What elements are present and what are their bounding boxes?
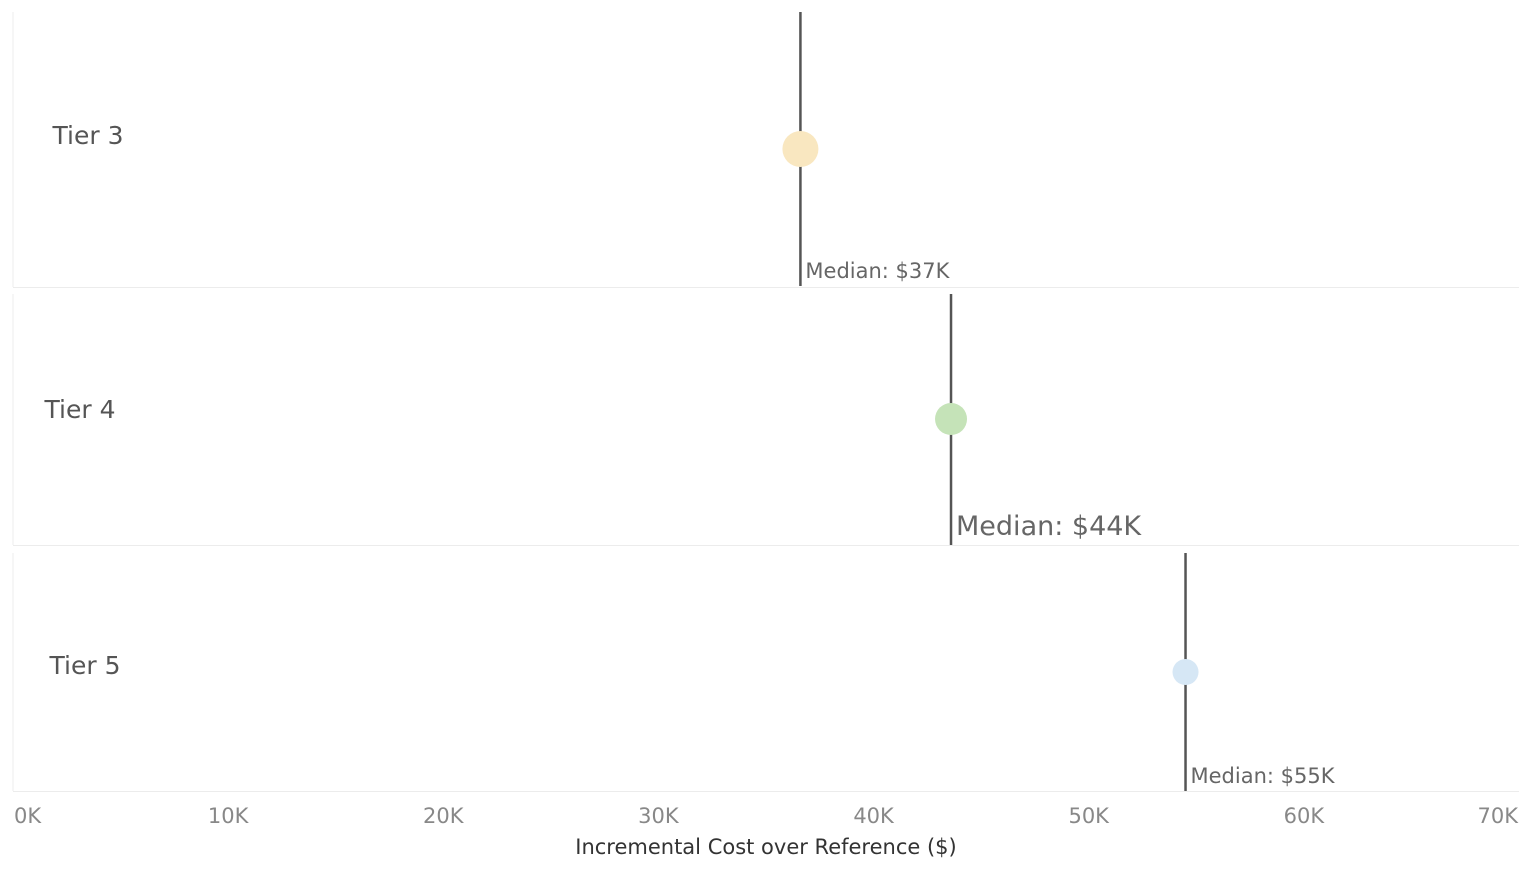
x-tick-label: 60K <box>1284 804 1326 828</box>
median-label: Median: $44K <box>956 511 1142 542</box>
x-tick-label: 30K <box>638 804 680 828</box>
row-labels: Tier 3 Tier 4 Tier 5 <box>44 121 124 680</box>
x-tick-label: 0K <box>14 804 42 828</box>
data-point[interactable] <box>935 403 968 435</box>
x-tick-label: 10K <box>208 804 250 828</box>
row-panels <box>12 12 1519 792</box>
row-label: Tier 5 <box>49 651 121 680</box>
median-lines: Median: $37K Median: $44K Median: $55K <box>799 12 1336 791</box>
median-label: Median: $37K <box>805 259 950 283</box>
x-tick-label: 70K <box>1478 804 1520 828</box>
row-label: Tier 3 <box>52 121 124 150</box>
median-label: Median: $55K <box>1191 764 1336 788</box>
x-tick-label: 50K <box>1068 804 1110 828</box>
x-tick-label: 40K <box>853 804 895 828</box>
x-axis-title: Incremental Cost over Reference ($) <box>575 835 956 859</box>
row-label: Tier 4 <box>44 395 116 424</box>
data-point[interactable] <box>782 131 819 167</box>
x-axis-ticks: 0K 10K 20K 30K 40K 50K 60K 70K <box>14 804 1519 828</box>
x-tick-label: 20K <box>423 804 465 828</box>
data-points <box>782 131 1199 685</box>
data-point[interactable] <box>1172 659 1199 685</box>
